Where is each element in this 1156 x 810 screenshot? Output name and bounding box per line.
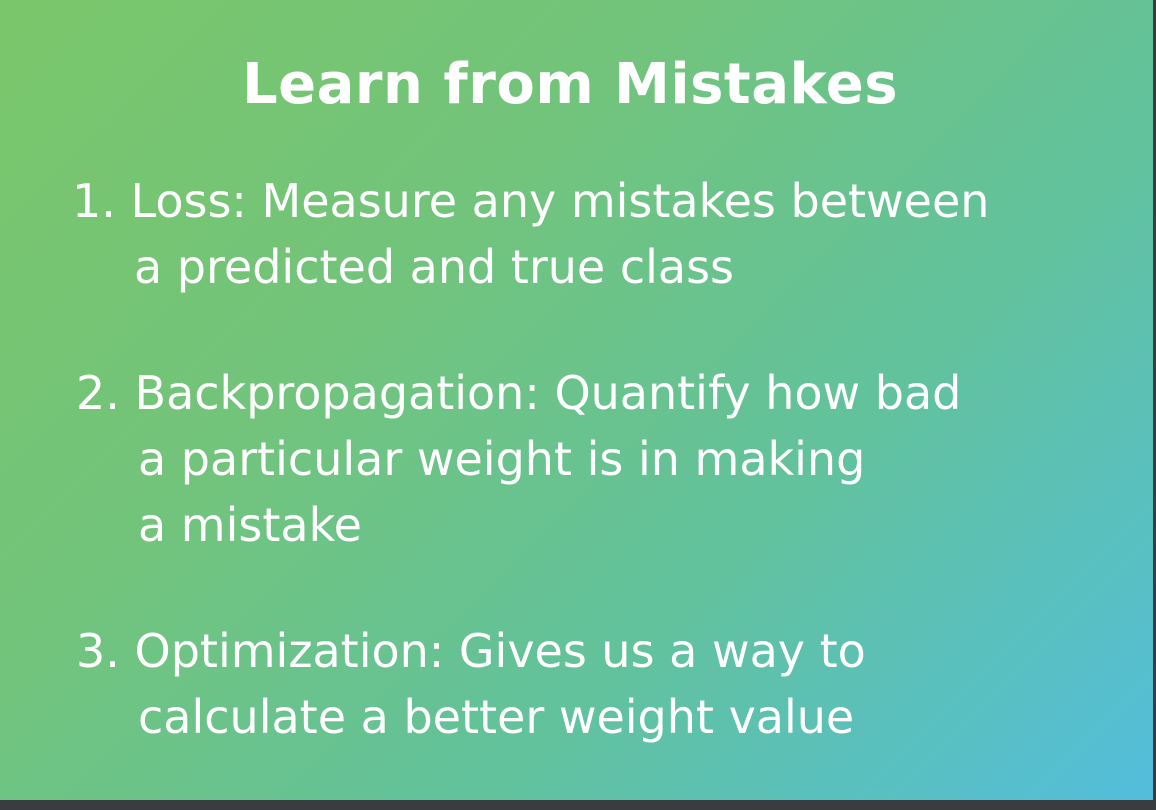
list-item-continuation: a predicted and true class [134,240,735,294]
list-item-backpropagation: 2. Backpropagation: Quantify how bad a p… [76,360,961,558]
slide-title: Learn from Mistakes [241,52,899,117]
list-item-continuation: calculate a better weight value [138,690,855,744]
list-item-text: Loss: Measure any mistakes between [130,174,990,228]
list-item-loss: 1. Loss: Measure any mistakes between a … [72,168,989,300]
list-item-number: 1. [72,174,116,228]
list-item-text: Optimization: Gives us a way to [134,624,866,678]
list-item-continuation: a mistake [138,498,362,552]
list-item-number: 3. [76,624,120,678]
frame-border-bottom [0,800,1156,810]
list-item-continuation: a particular weight is in making [138,432,866,486]
list-item-first-line: 2. Backpropagation: Quantify how bad [76,360,961,426]
list-item-text: Backpropagation: Quantify how bad [134,366,962,420]
list-item-first-line: 1. Loss: Measure any mistakes between [72,168,989,234]
list-item-first-line: 3. Optimization: Gives us a way to [76,618,866,684]
frame-border-right [1153,0,1156,810]
list-item-number: 2. [76,366,120,420]
list-item-optimization: 3. Optimization: Gives us a way to calcu… [76,618,866,750]
